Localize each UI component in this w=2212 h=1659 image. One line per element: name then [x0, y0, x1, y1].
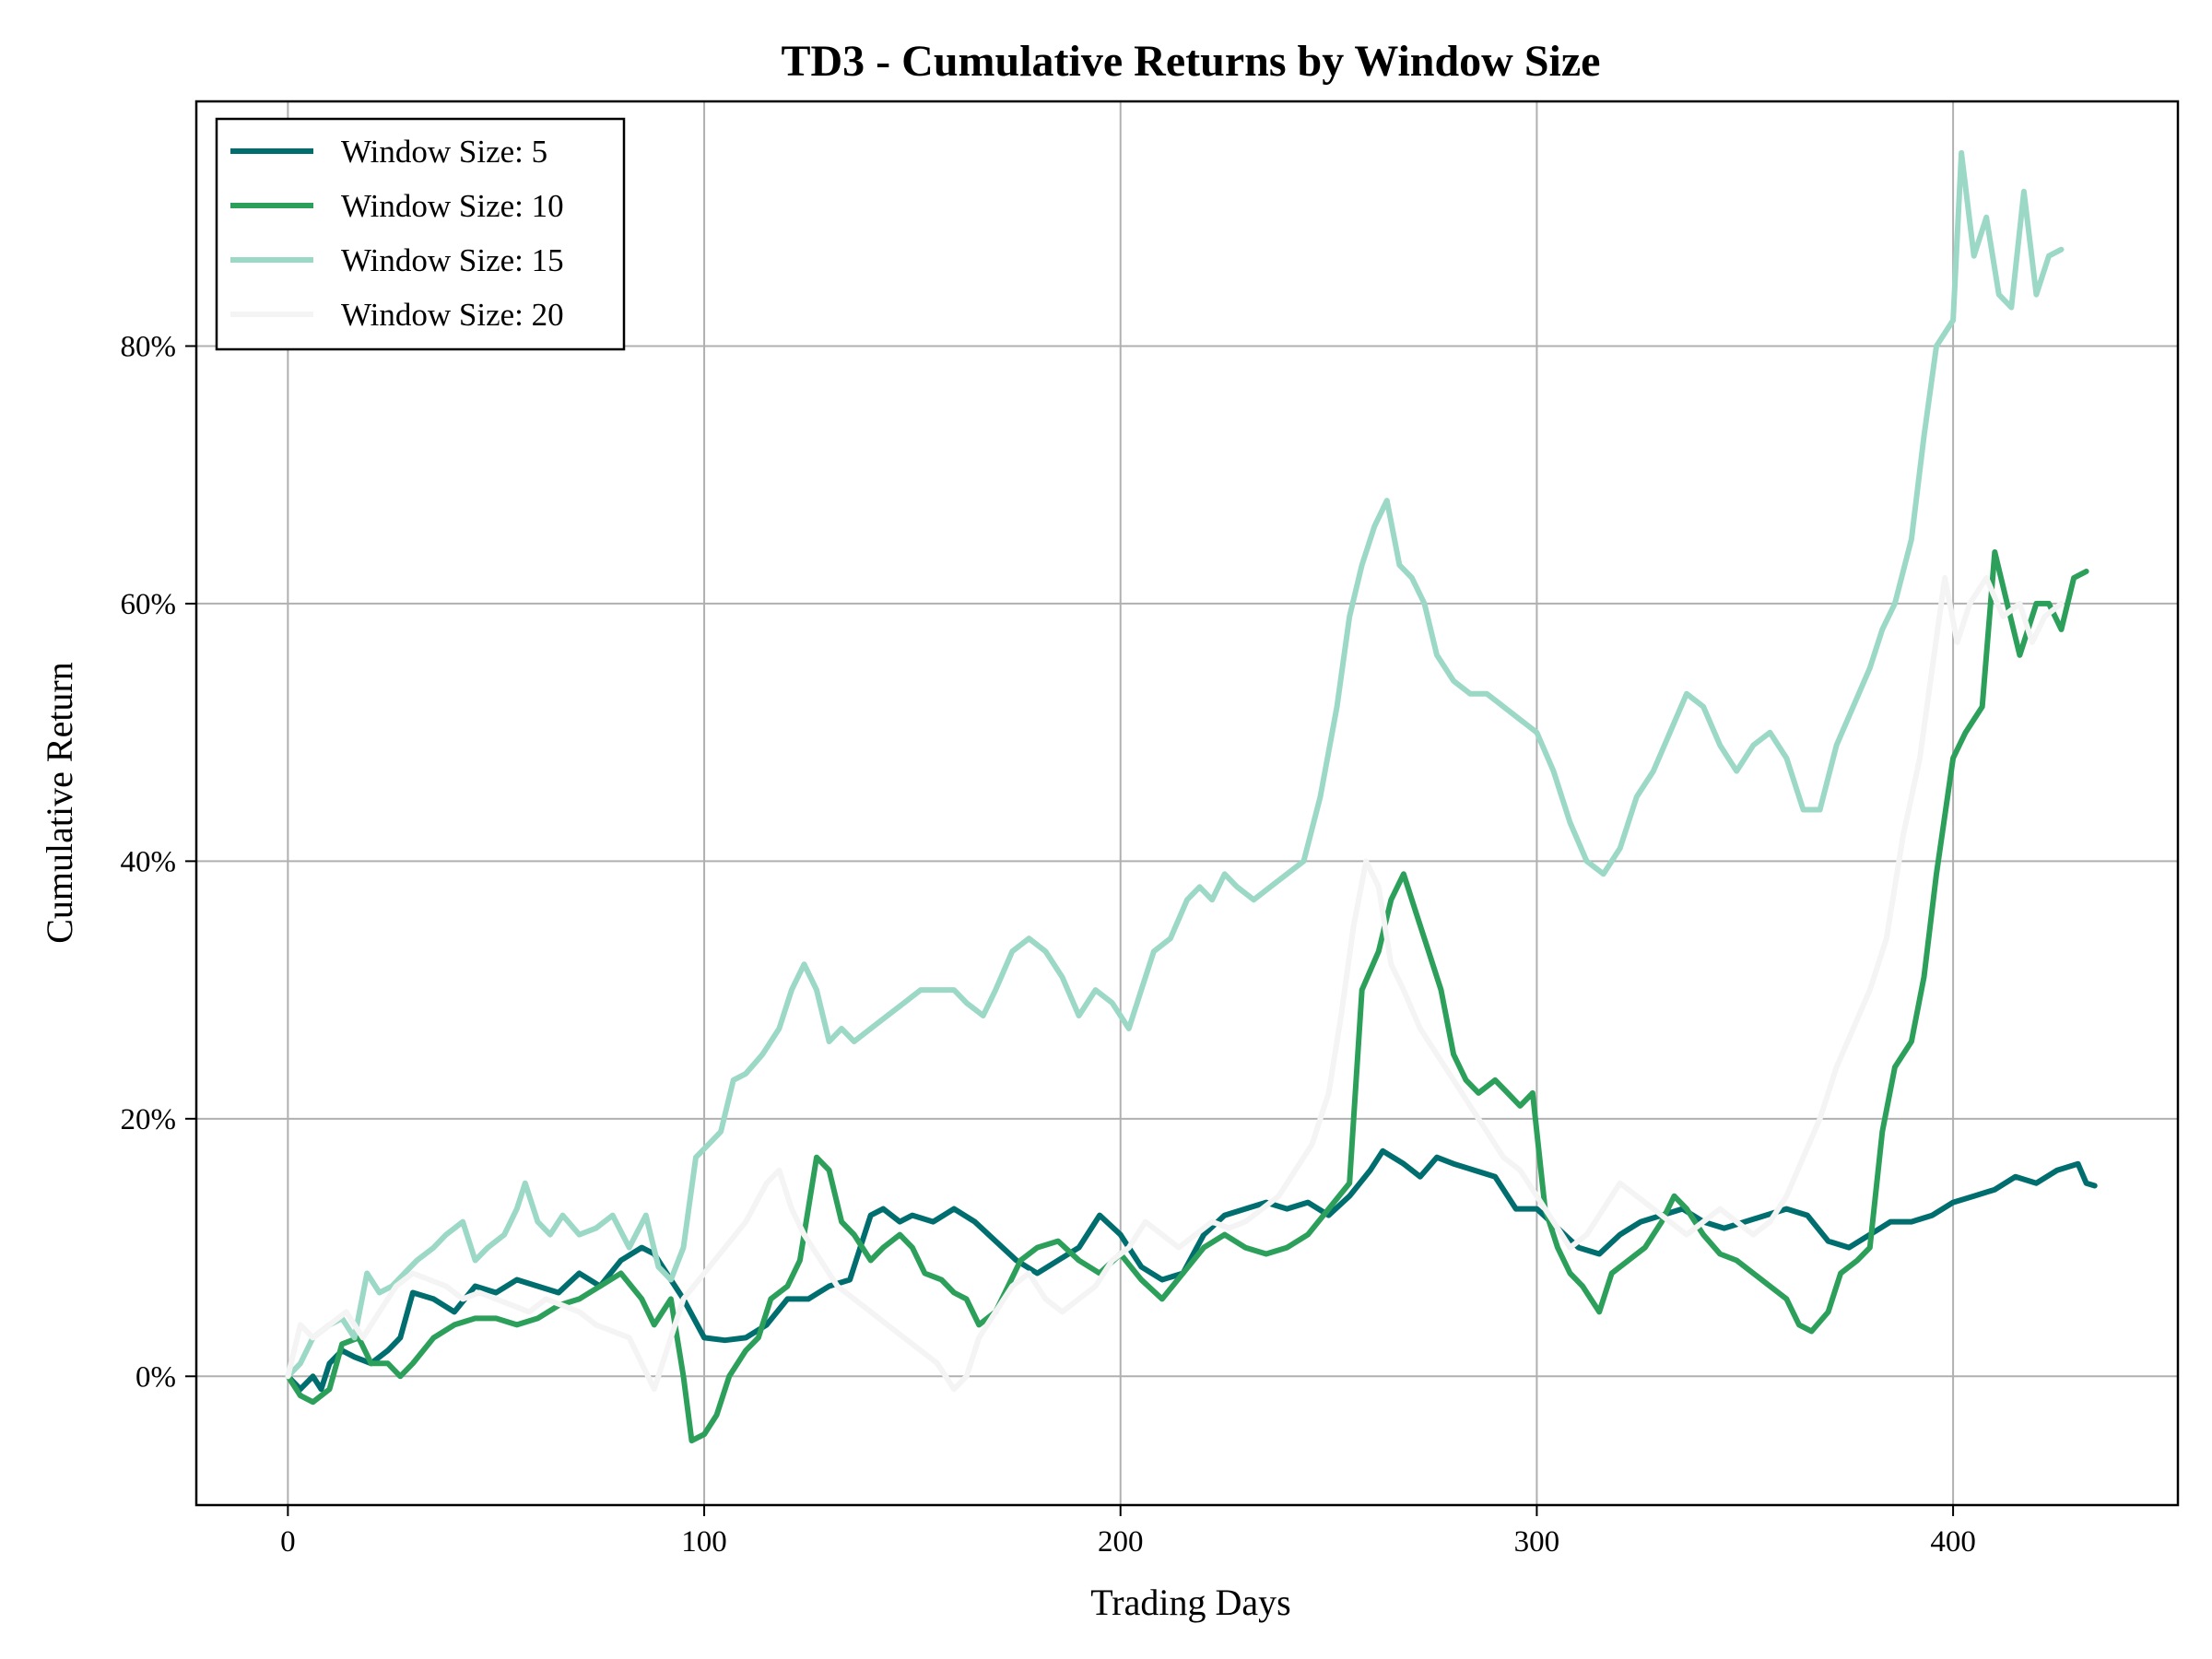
legend-label: Window Size: 15	[341, 242, 564, 278]
series-line-window-15	[285, 149, 2065, 1380]
x-tick-label: 0	[280, 1525, 296, 1559]
grid	[196, 101, 2178, 1505]
x-axis-label: Trading Days	[1090, 1582, 1290, 1623]
y-tick-label: 40%	[121, 845, 177, 878]
axis-ticks: 0 100 200 300 400 0% 20% 40% 60% 80%	[121, 330, 1976, 1559]
y-tick-label: 60%	[121, 588, 177, 621]
y-tick-label: 20%	[121, 1103, 177, 1136]
y-tick-label: 0%	[135, 1360, 176, 1394]
legend-label: Window Size: 20	[341, 297, 564, 333]
series-line-window-10	[285, 549, 2089, 1444]
legend-label: Window Size: 5	[341, 134, 547, 170]
legend-label: Window Size: 10	[341, 188, 564, 224]
plot-frame	[194, 100, 2180, 1507]
legend: Window Size: 5 Window Size: 10 Window Size…	[215, 117, 626, 351]
series-line-window-20	[285, 575, 2065, 1393]
x-tick-label: 300	[1514, 1525, 1560, 1559]
series-layer	[285, 149, 2098, 1444]
x-tick-label: 100	[681, 1525, 727, 1559]
y-tick-label: 80%	[121, 330, 177, 363]
series-line-window-5	[285, 1147, 2098, 1393]
chart-title: TD3 - Cumulative Returns by Window Size	[782, 37, 1601, 86]
legend-box	[215, 117, 626, 351]
y-axis-label: Cumulative Return	[39, 662, 80, 944]
x-tick-label: 200	[1098, 1525, 1144, 1559]
x-tick-label: 400	[1930, 1525, 1976, 1559]
